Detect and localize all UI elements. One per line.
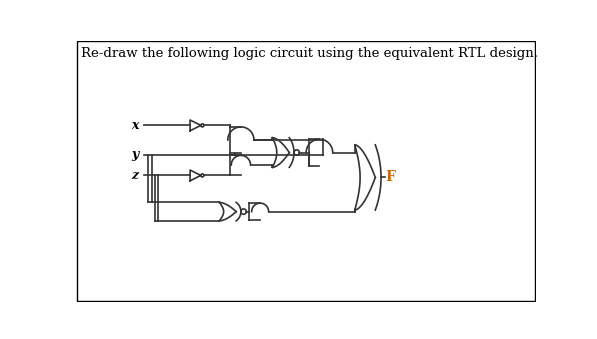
Text: F: F bbox=[386, 171, 396, 184]
Text: z: z bbox=[131, 169, 139, 182]
Text: y: y bbox=[131, 148, 139, 161]
Text: Re-draw the following logic circuit using the equivalent RTL design.: Re-draw the following logic circuit usin… bbox=[81, 47, 538, 60]
Text: x: x bbox=[131, 119, 139, 132]
